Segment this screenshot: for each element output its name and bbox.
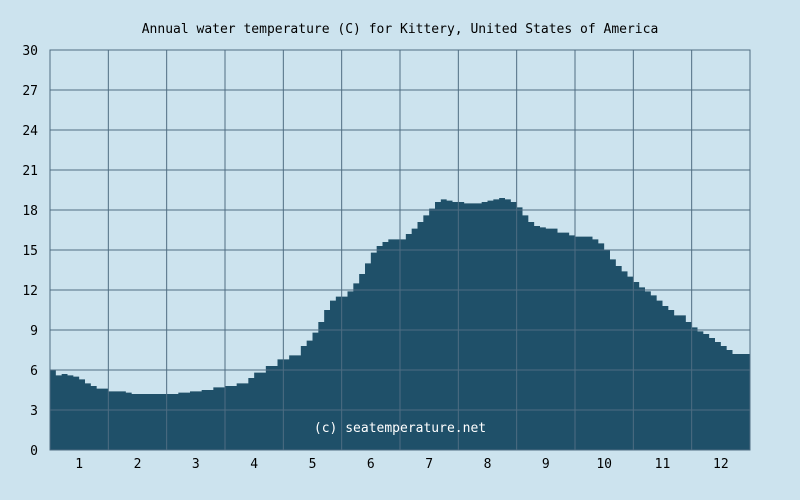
- y-tick-label: 9: [30, 324, 38, 339]
- x-tick-label: 12: [713, 457, 729, 472]
- y-tick-label: 12: [22, 284, 38, 299]
- x-tick-label: 4: [250, 457, 258, 472]
- x-tick-label: 10: [596, 457, 612, 472]
- y-tick-label: 6: [30, 364, 38, 379]
- x-tick-label: 6: [367, 457, 375, 472]
- x-tick-label: 5: [309, 457, 317, 472]
- plot-border: [49, 49, 751, 451]
- y-tick-label: 21: [22, 164, 38, 179]
- x-tick-label: 11: [655, 457, 671, 472]
- x-tick-label: 2: [134, 457, 142, 472]
- y-tick-label: 0: [30, 444, 38, 459]
- watermark: (c) seatemperature.net: [314, 421, 486, 436]
- x-axis: 1 2 3 4 5 6 7 8 9 10 11 12: [75, 457, 728, 472]
- y-tick-label: 24: [22, 124, 38, 139]
- x-tick-label: 1: [75, 457, 83, 472]
- x-tick-label: 9: [542, 457, 550, 472]
- y-tick-label: 30: [22, 44, 38, 59]
- y-tick-label: 3: [30, 404, 38, 419]
- y-tick-label: 27: [22, 84, 38, 99]
- x-tick-label: 7: [425, 457, 433, 472]
- x-tick-label: 8: [484, 457, 492, 472]
- y-tick-label: 15: [22, 244, 38, 259]
- y-tick-label: 18: [22, 204, 38, 219]
- chart-title: Annual water temperature (C) for Kittery…: [142, 22, 659, 37]
- y-axis: 0 3 6 9 12 15 18 21 24 27 30: [22, 44, 38, 459]
- x-tick-label: 3: [192, 457, 200, 472]
